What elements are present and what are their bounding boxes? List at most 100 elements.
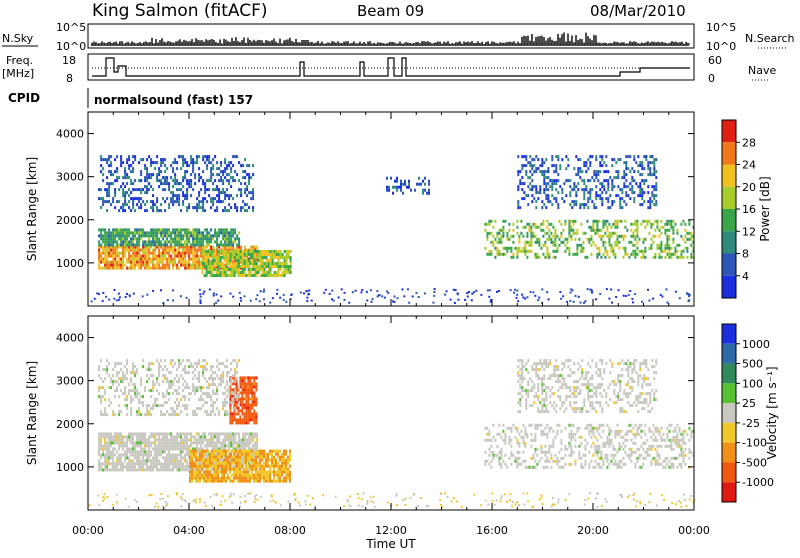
heatmap-cell — [186, 182, 188, 185]
heatmap-cell — [154, 203, 156, 206]
heatmap-cell — [616, 226, 618, 229]
heatmap-cell — [554, 244, 556, 247]
heatmap-cell — [240, 253, 242, 256]
heatmap-cell — [216, 206, 218, 209]
heatmap-cell — [160, 252, 162, 255]
heatmap-cell — [542, 253, 544, 256]
heatmap-cell — [186, 228, 188, 231]
heatmap-cell — [239, 480, 241, 483]
heatmap-cell — [279, 450, 281, 453]
heatmap-cell — [184, 438, 186, 441]
heatmap-cell — [266, 262, 268, 265]
heatmap-cell — [250, 262, 252, 265]
heatmap-cell — [211, 459, 213, 462]
heatmap-cell — [180, 432, 182, 435]
heatmap-cell — [164, 200, 166, 203]
heatmap-cell — [158, 258, 160, 261]
heatmap-cell — [579, 167, 581, 170]
heatmap-cell — [680, 223, 682, 226]
heatmap-cell — [210, 179, 212, 182]
heatmap-cell — [534, 223, 536, 226]
heatmap-cell — [176, 447, 178, 450]
heatmap-cell — [634, 253, 636, 256]
heatmap-cell — [234, 240, 236, 243]
heatmap-cell — [566, 301, 568, 303]
heatmap-cell — [522, 247, 524, 250]
heatmap-cell — [229, 471, 231, 474]
heatmap-cell — [264, 265, 266, 268]
heatmap-cell — [100, 197, 102, 200]
heatmap-cell — [100, 395, 102, 398]
heatmap-cell — [228, 182, 230, 185]
heatmap-cell — [674, 223, 676, 226]
heatmap-cell — [168, 453, 170, 456]
heatmap-cell — [192, 170, 194, 173]
heatmap-cell — [110, 249, 112, 252]
heatmap-cell — [214, 197, 216, 200]
heatmap-cell — [676, 232, 678, 235]
heatmap-cell — [416, 292, 418, 294]
heatmap-cell — [282, 274, 284, 277]
heatmap-cell — [660, 241, 662, 244]
heatmap-cell — [394, 296, 396, 298]
heatmap-cell — [602, 244, 604, 247]
heatmap-cell — [259, 465, 261, 468]
heatmap-cell — [608, 256, 610, 259]
heatmap-cell — [246, 438, 248, 441]
heatmap-cell — [645, 158, 647, 161]
heatmap-cell — [98, 188, 100, 191]
heatmap-cell — [144, 243, 146, 246]
heatmap-cell — [180, 453, 182, 456]
heatmap-cell — [160, 450, 162, 453]
heatmap-cell — [174, 255, 176, 258]
heatmap-cell — [180, 182, 182, 185]
heatmap-cell — [537, 158, 539, 161]
heatmap-cell — [660, 247, 662, 250]
heatmap-cell — [617, 158, 619, 161]
heatmap-cell — [637, 185, 639, 188]
heatmap-cell — [110, 261, 112, 264]
heatmap-cell — [116, 176, 118, 179]
heatmap-cell — [484, 229, 486, 232]
heatmap-cell — [253, 453, 255, 456]
heatmap-cell — [273, 465, 275, 468]
heatmap-cell — [591, 176, 593, 179]
heatmap-cell — [106, 459, 108, 462]
heatmap-cell — [156, 465, 158, 468]
heatmap-cell — [583, 302, 585, 304]
heatmap-cell — [566, 247, 568, 250]
heatmap-cell — [198, 441, 200, 444]
heatmap-cell — [208, 444, 210, 447]
heatmap-cell — [222, 250, 224, 253]
heatmap-cell — [199, 453, 201, 456]
heatmap-cell — [547, 200, 549, 203]
heatmap-cell — [341, 288, 343, 290]
heatmap-cell — [670, 253, 672, 256]
heatmap-cell — [212, 262, 214, 265]
heatmap-cell — [625, 295, 627, 297]
heatmap-cell — [202, 240, 204, 243]
heatmap-cell — [633, 155, 635, 158]
heatmap-cell — [194, 240, 196, 243]
heatmap-cell — [120, 237, 122, 240]
heatmap-cell — [106, 453, 108, 456]
heatmap-cell — [199, 480, 201, 483]
heatmap-cell — [224, 240, 226, 243]
heatmap-cell — [545, 197, 547, 200]
heatmap-cell — [539, 188, 541, 191]
heatmap-cell — [259, 480, 261, 483]
heatmap-cell — [216, 294, 218, 296]
heatmap-cell — [594, 229, 596, 232]
heatmap-cell — [232, 231, 234, 234]
heatmap-cell — [204, 435, 206, 438]
heatmap-cell — [268, 262, 270, 265]
heatmap-cell — [238, 432, 240, 435]
heatmap-cell — [234, 206, 236, 209]
heatmap-cell — [246, 259, 248, 262]
heatmap-cell — [174, 173, 176, 176]
heatmap-cell — [106, 243, 108, 246]
heatmap-cell — [132, 441, 134, 444]
heatmap-cell — [186, 450, 188, 453]
heatmap-cell — [224, 265, 226, 268]
heatmap-cell — [158, 173, 160, 176]
